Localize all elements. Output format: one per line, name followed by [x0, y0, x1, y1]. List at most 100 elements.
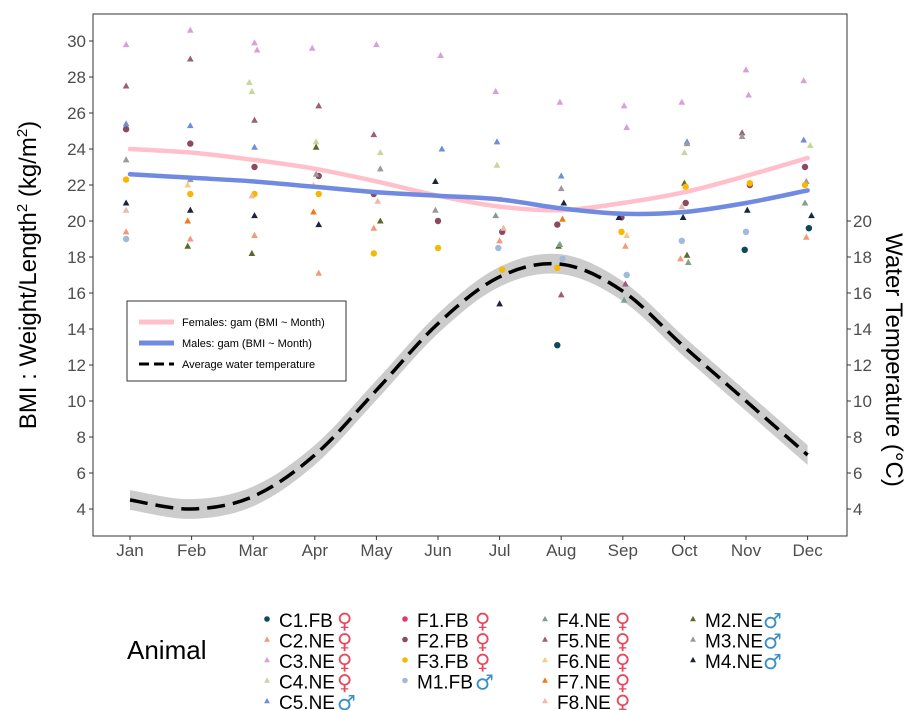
- data-point-f3-fb: [746, 180, 754, 187]
- animal-sex-symbol: ♀: [475, 609, 490, 633]
- animal-label-f3-fb: F3.FB: [417, 652, 469, 673]
- data-point-m4-ne: [186, 206, 194, 213]
- data-point-m2-ne: [184, 242, 192, 249]
- data-point-f7-ne: [559, 215, 566, 222]
- data-point-f4-ne: [620, 296, 628, 303]
- animal-label-c2-ne: C2.NE: [279, 632, 335, 653]
- data-point-c5-ne: [557, 172, 565, 179]
- data-point-c4-ne: [806, 141, 814, 148]
- x-axis-tick-label: Jan: [116, 541, 143, 560]
- animal-key-f6-ne: [542, 656, 548, 663]
- data-point-m3-ne: [376, 165, 384, 172]
- animal-sex-symbol: ♀: [475, 630, 490, 654]
- left-axis-tick-label: 8: [77, 428, 86, 447]
- data-point-c2-ne: [622, 242, 629, 249]
- animal-label-c3-ne: C3.NE: [279, 652, 335, 673]
- data-point-c3-ne: [308, 44, 316, 51]
- data-point-f5-ne: [251, 116, 258, 123]
- animal-sex-symbol: ♀: [615, 630, 630, 654]
- data-point-f3-fb: [554, 264, 561, 271]
- data-point-f3-fb: [315, 190, 322, 198]
- animal-sex-symbol: ♀: [615, 609, 630, 633]
- data-point-m2-ne: [376, 217, 384, 224]
- data-point-f3-fb: [122, 176, 130, 183]
- x-axis-tick-label: Sep: [608, 541, 638, 560]
- data-point-c3-ne: [186, 26, 194, 33]
- data-point-f5-ne: [186, 55, 194, 62]
- data-point-m4-ne: [496, 300, 503, 307]
- data-point-c4-ne: [312, 138, 320, 145]
- data-point-f8-ne: [374, 197, 382, 204]
- animal-label-f4-ne: F4.NE: [557, 611, 611, 632]
- right-axis-tick-label: 12: [853, 356, 872, 375]
- data-point-f5-ne: [557, 291, 565, 298]
- data-point-f3-fb: [682, 183, 689, 190]
- data-point-c3-ne: [437, 51, 444, 58]
- animal-key-m1-fb: [402, 677, 408, 684]
- x-axis: Jan Feb Mar Apr May Jun Jul Aug Sep Oct Nov Dec: [116, 536, 823, 560]
- animal-sex-symbol: ♂: [337, 691, 356, 710]
- animal-sex-symbol: ♂: [763, 630, 782, 654]
- data-point-f2-fb: [251, 163, 258, 171]
- legend-label-water-temperature: Average water temperature: [182, 359, 315, 371]
- animal-key-f8-ne: [542, 697, 548, 704]
- series-line-females-gam-bmi-month: [127, 146, 810, 213]
- data-point-c5-ne: [493, 138, 501, 145]
- animal-sex-symbol: ♀: [337, 630, 352, 654]
- data-point-c5-ne: [186, 122, 194, 129]
- data-point-f2-fb: [122, 126, 130, 133]
- data-point-m2-ne: [683, 251, 691, 258]
- animal-label-m2-ne: M2.NE: [705, 611, 763, 632]
- x-axis-tick-label: Mar: [239, 541, 269, 560]
- data-point-f5-ne: [738, 129, 746, 136]
- data-point-f3-fb: [801, 181, 809, 189]
- animal-label-f1-fb: F1.FB: [417, 611, 469, 632]
- data-point-c3-ne: [253, 46, 261, 53]
- data-point-f5-ne: [370, 131, 378, 138]
- data-point-c3-ne: [623, 123, 631, 130]
- data-point-f3-fb: [370, 250, 377, 257]
- data-point-c4-ne: [681, 149, 688, 156]
- animal-label-f8-ne: F8.NE: [557, 693, 611, 710]
- left-axis-tick-label: 20: [67, 212, 86, 231]
- data-point-c1-fb: [741, 246, 748, 253]
- data-point-f8-ne: [678, 203, 686, 210]
- animal-sex-symbol: ♀: [475, 650, 490, 674]
- left-axis-tick-label: 6: [77, 464, 86, 483]
- animal-label-c5-ne: C5.NE: [279, 693, 335, 710]
- x-axis-tick-label: Jul: [489, 541, 511, 560]
- data-point-f8-ne: [248, 192, 256, 199]
- data-point-c3-ne: [122, 41, 130, 48]
- left-axis-title-sup: 2: [14, 129, 31, 137]
- legend-label-females: Females: gam (BMI ~ Month): [182, 317, 325, 329]
- animal-sex-symbol: ♀: [337, 671, 352, 695]
- data-point-f4-ne: [492, 212, 500, 219]
- x-axis-tick-label: Dec: [792, 541, 823, 560]
- animal-key-c1-fb: [264, 616, 270, 622]
- data-point-f6-ne: [184, 181, 192, 188]
- data-point-m1-fb: [742, 228, 750, 235]
- data-point-f3-fb: [187, 190, 194, 198]
- data-point-m3-ne: [557, 185, 565, 192]
- animal-label-f7-ne: F7.NE: [557, 673, 611, 694]
- right-axis: 4 6 8 10 12 14 16 18 20: [847, 212, 872, 519]
- data-point-f6-ne: [623, 231, 631, 238]
- animal-key-f7-ne: [542, 677, 548, 683]
- right-axis-title: Water Temperature (°C): [880, 233, 905, 487]
- data-point-c4-ne: [245, 78, 253, 85]
- right-axis-tick-label: 16: [853, 284, 872, 303]
- data-point-c3-ne: [373, 41, 380, 48]
- left-axis-tick-label: 24: [67, 140, 86, 159]
- data-point-c2-ne: [122, 228, 130, 235]
- data-point-f5-ne: [122, 82, 130, 89]
- data-point-f7-ne: [184, 217, 192, 224]
- data-point-f2-fb: [187, 140, 194, 147]
- left-axis-tick-label: 26: [67, 104, 86, 123]
- left-axis-tick-label: 10: [67, 392, 86, 411]
- animal-key-f2-fb: [402, 636, 408, 643]
- animal-key-c2-ne: [264, 636, 270, 642]
- left-axis-tick-label: 30: [67, 32, 86, 51]
- data-point-c5-ne: [251, 143, 258, 150]
- animal-label-c1-fb: C1.FB: [279, 611, 333, 632]
- animal-sex-symbol: ♂: [475, 671, 494, 695]
